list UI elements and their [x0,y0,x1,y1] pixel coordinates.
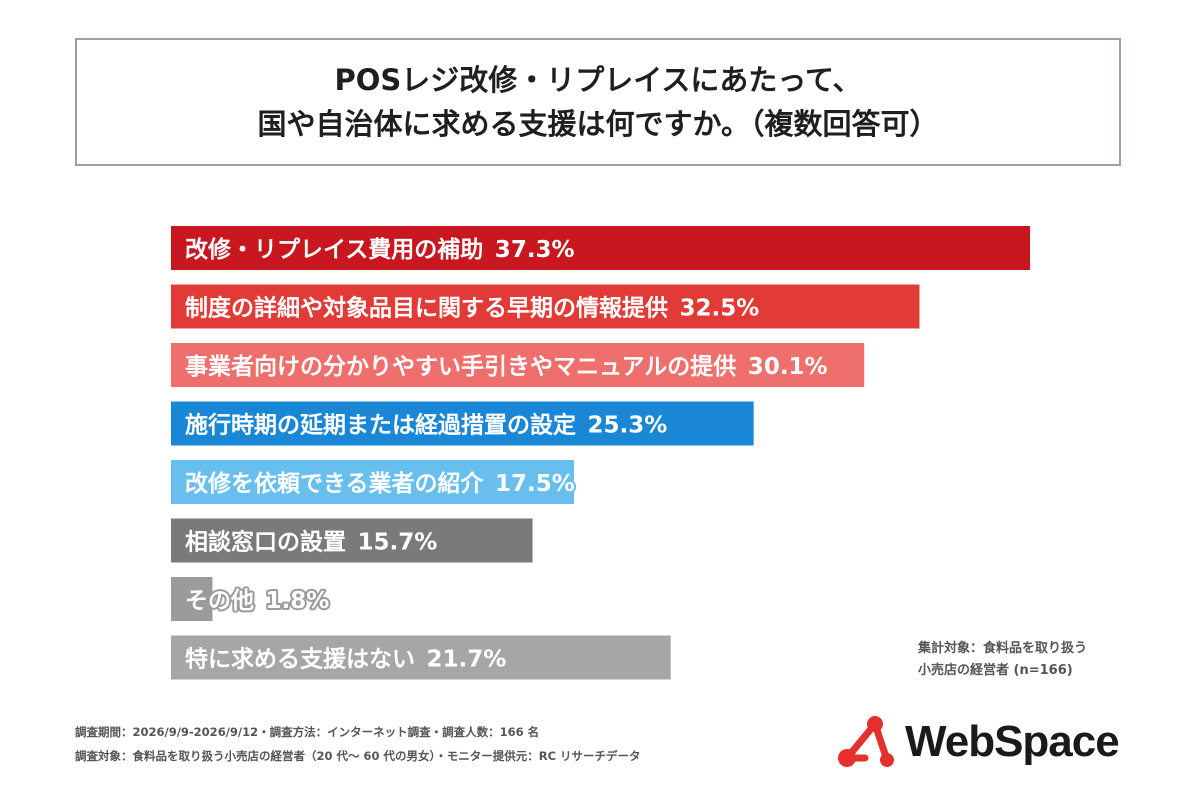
network-logo-icon [838,716,894,767]
chart-title-line-2: 国や自治体に求める支援は何ですか。（複数回答可） [257,107,939,141]
bar-6 [171,518,533,563]
sample-note-line-2: 小売店の経営者 (n=166) [918,663,1073,678]
bar-5 [171,460,575,504]
logo-text: WebSpace [905,717,1120,766]
bar-3 [171,343,865,387]
chart-title-box: POSレジ改修・リプレイスにあたって、 国や自治体に求める支援は何ですか。（複数… [75,38,1121,166]
sample-note-line-1: 集計対象：食料品を取り扱う [918,641,1088,656]
bar-label-1: 改修・リプレイス費用の補助 37.3% [185,236,575,263]
bar-label-4: 施行時期の延期または経過措置の設定 25.3% [185,412,667,439]
chart-title-line-1: POSレジ改修・リプレイスにあたって、 [334,63,862,97]
bar-label-5: 改修を依頼できる業者の紹介 17.5% [185,470,575,497]
sample-note: 集計対象：食料品を取り扱う 小売店の経営者 (n=166) [918,638,1148,682]
bar-1 [171,226,1030,270]
bar-2 [171,284,920,329]
survey-footer: 調査期間：2026/9/9-2026/9/12・調査方法：インターネット調査・調… [75,720,815,768]
bar-7 [171,577,213,621]
bar-8 [171,635,671,680]
survey-period-method: 調査期間：2026/9/9-2026/9/12・調査方法：インターネット調査・調… [75,725,540,739]
bar-label-3: 事業者向けの分かりやすい手引きやマニュアルの提供 30.1% [185,353,828,380]
bar-4 [171,401,754,446]
survey-target-provider: 調査対象：食料品を取り扱う小売店の経営者（20 代～ 60 代の男女）・モニター… [75,749,641,763]
webspace-logo: WebSpace [835,710,1135,774]
bar-label-7: その他 1.8% [185,588,329,614]
bar-label-6: 相談窓口の設置 15.7% [185,529,437,556]
bar-label-8: 特に求める支援はない 21.7% [185,647,506,673]
bar-label-2: 制度の詳細や対象品目に関する早期の情報提供 32.5% [185,295,759,322]
